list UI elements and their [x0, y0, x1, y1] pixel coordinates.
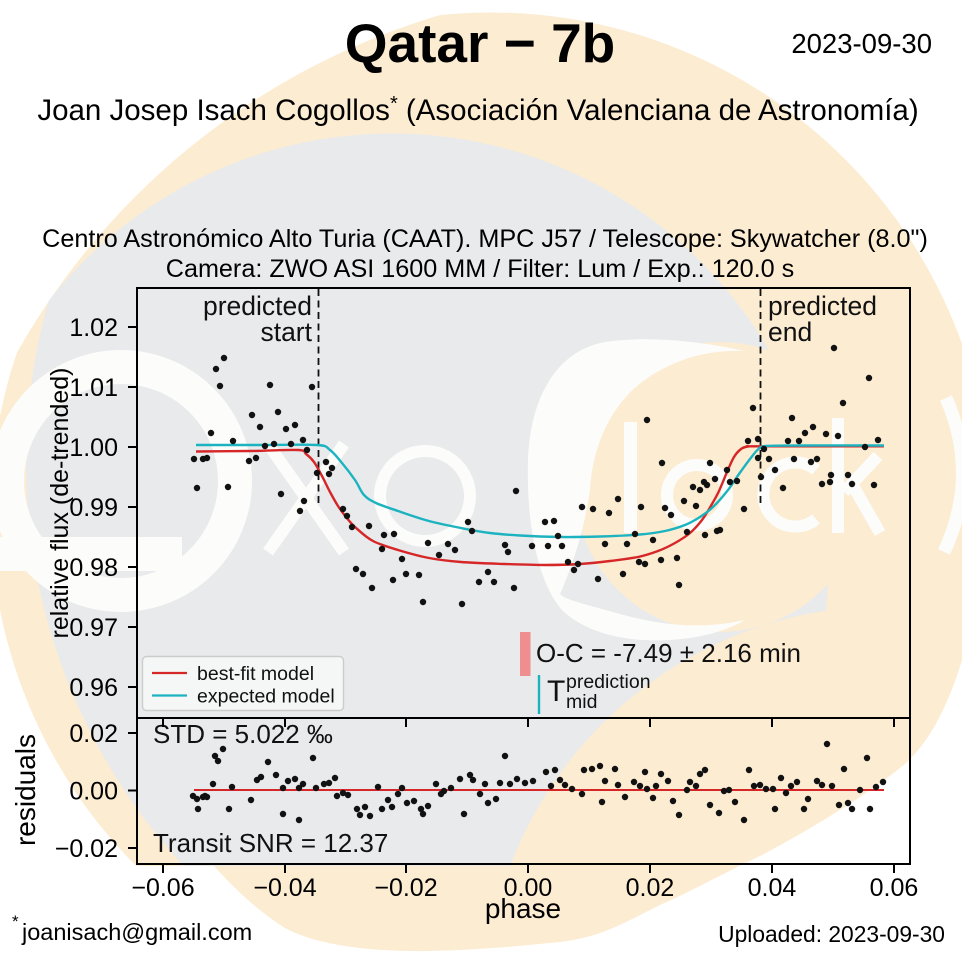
svg-text:end: end: [768, 317, 812, 347]
svg-text:Centro Astronómico Alto Turia: Centro Astronómico Alto Turia (CAAT). MP…: [42, 225, 928, 253]
svg-text:Camera: ZWO ASI 1600 MM / Filt: Camera: ZWO ASI 1600 MM / Filter: Lum / …: [166, 255, 795, 283]
svg-text:1.00: 1.00: [69, 434, 118, 462]
svg-text:−0.06: −0.06: [131, 874, 194, 902]
svg-text:T: T: [547, 675, 565, 708]
svg-text:2023-09-30: 2023-09-30: [791, 28, 932, 59]
svg-text:start: start: [260, 317, 312, 347]
svg-text:phase: phase: [485, 893, 561, 924]
svg-text:prediction: prediction: [566, 671, 651, 693]
svg-text:joanisach@gmail.com: joanisach@gmail.com: [21, 919, 252, 945]
svg-text:1.02: 1.02: [69, 314, 118, 342]
svg-text:Qatar − 7b: Qatar − 7b: [345, 12, 616, 74]
svg-text:−0.02: −0.02: [55, 835, 118, 863]
svg-text:mid: mid: [566, 691, 597, 713]
svg-text:relative flux (de-trended): relative flux (de-trended): [46, 368, 74, 639]
svg-text:predicted: predicted: [203, 291, 312, 321]
svg-text:0.04: 0.04: [748, 874, 797, 902]
svg-text:O-C = -7.49 ± 2.16 min: O-C = -7.49 ± 2.16 min: [536, 638, 801, 668]
svg-text:0.00: 0.00: [504, 874, 553, 902]
svg-text:1.01: 1.01: [69, 374, 118, 402]
svg-text:expected model: expected model: [197, 686, 335, 708]
svg-text:predicted: predicted: [768, 291, 877, 321]
svg-text:0.02: 0.02: [626, 874, 675, 902]
svg-text:Uploaded: 2023-09-30: Uploaded: 2023-09-30: [718, 921, 945, 947]
svg-text:0.06: 0.06: [870, 874, 919, 902]
svg-text:*: *: [12, 912, 19, 931]
svg-text:0.96: 0.96: [69, 674, 118, 702]
svg-text:Transit SNR = 12.37: Transit SNR = 12.37: [153, 828, 388, 858]
svg-text:0.02: 0.02: [69, 720, 118, 748]
svg-text:best-fit model: best-fit model: [197, 663, 314, 685]
svg-text:−0.02: −0.02: [374, 874, 437, 902]
svg-text:0.98: 0.98: [69, 554, 118, 582]
svg-text:0.99: 0.99: [69, 494, 118, 522]
svg-text:Joan Josep Isach Cogollos* (As: Joan Josep Isach Cogollos* (Asociación V…: [37, 93, 918, 127]
svg-text:residuals: residuals: [10, 734, 41, 846]
svg-text:0.00: 0.00: [69, 778, 118, 806]
svg-text:STD = 5.022 ‰: STD = 5.022 ‰: [153, 719, 333, 749]
svg-text:0.97: 0.97: [69, 614, 118, 642]
svg-text:−0.04: −0.04: [253, 874, 316, 902]
